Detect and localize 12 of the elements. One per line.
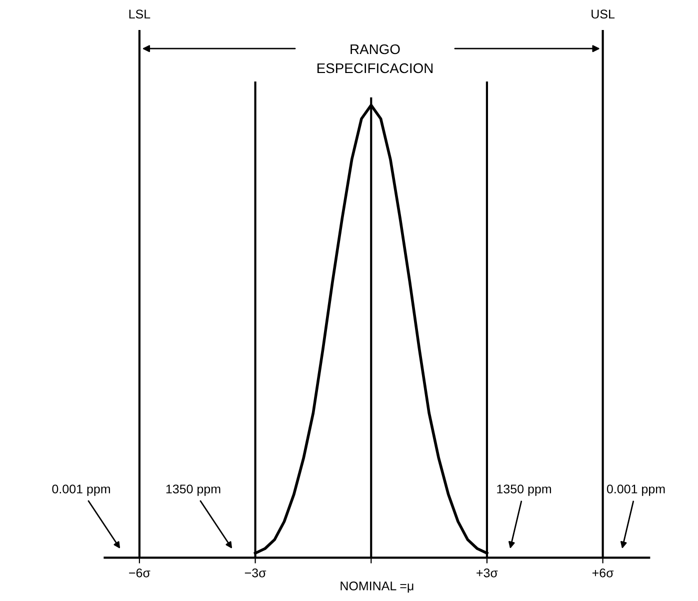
annotation: 1350 ppm (497, 484, 551, 496)
x-tick-label: −3σ (244, 568, 266, 578)
x-tick-label: −6σ (129, 568, 150, 578)
text: RANGO ESPECIFICACION (317, 44, 433, 74)
x-tick-label: +6σ (592, 568, 614, 578)
annotation: 0.001 ppm (52, 484, 110, 496)
annotation: 0.001 ppm (606, 484, 665, 496)
ref-line-label: USL (592, 10, 615, 19)
ref-line-label: LSL (129, 10, 150, 19)
annotation: 1350 ppm (166, 484, 220, 496)
x-axis-title: NOMINAL =μ (340, 582, 414, 593)
x-tick-label: +3σ (476, 568, 498, 578)
